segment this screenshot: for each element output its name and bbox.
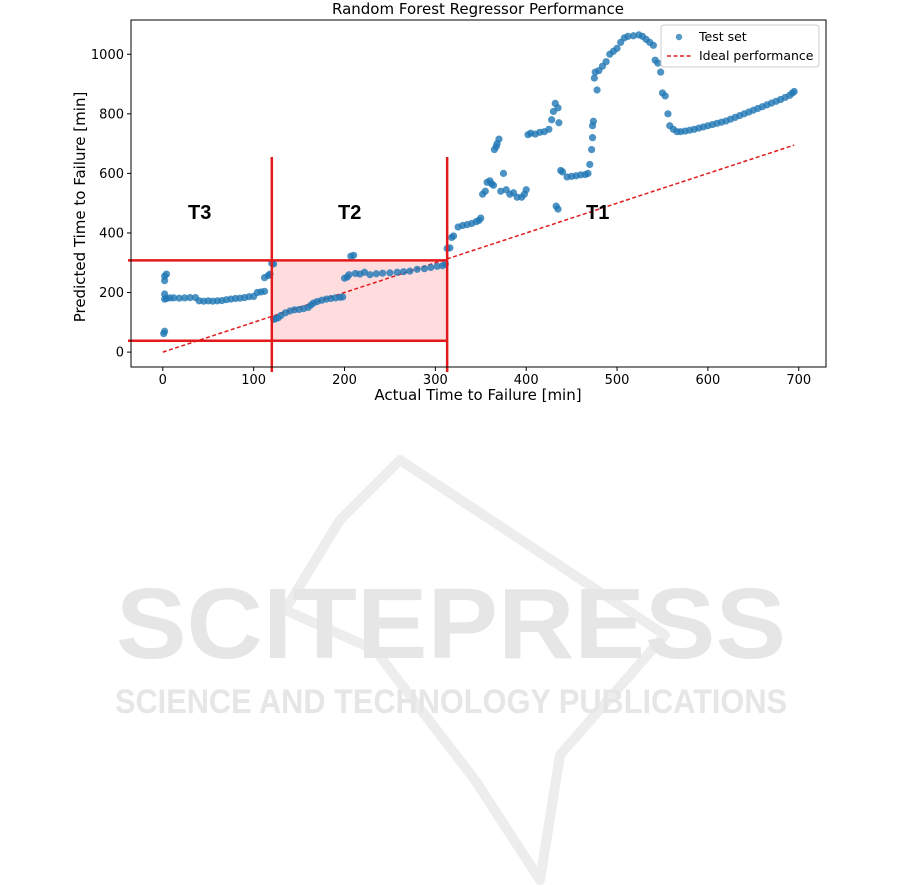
test-set-point bbox=[406, 267, 414, 275]
y-tick-label: 600 bbox=[99, 167, 124, 182]
test-set-point bbox=[449, 232, 458, 240]
test-set-point bbox=[339, 293, 347, 301]
test-set-point bbox=[554, 205, 562, 213]
y-tick-label: 800 bbox=[99, 107, 124, 122]
test-set-point bbox=[477, 214, 485, 222]
test-set-point bbox=[522, 186, 530, 194]
test-set-point bbox=[613, 44, 621, 52]
x-axis-label: Actual Time to Failure [min] bbox=[374, 386, 581, 404]
legend-ideal-label: Ideal performance bbox=[699, 48, 814, 63]
test-set-point bbox=[584, 169, 592, 177]
test-set-point bbox=[399, 268, 408, 276]
y-axis: 0 200 400 600 800 1000 bbox=[91, 48, 131, 361]
test-set-point bbox=[495, 135, 503, 143]
x-tick-label: 500 bbox=[605, 373, 630, 388]
legend: Test set Ideal performance bbox=[660, 24, 820, 68]
test-set-point bbox=[499, 169, 508, 177]
test-set-point bbox=[555, 119, 563, 127]
watermark: SCITEPRESS SCIENCE AND TECHNOLOGY PUBLIC… bbox=[115, 455, 787, 885]
test-set-point bbox=[413, 265, 421, 273]
test-set-point bbox=[386, 269, 394, 277]
test-set-point bbox=[260, 287, 269, 295]
region-label-t3: T3 bbox=[188, 202, 211, 224]
test-set-point bbox=[589, 117, 598, 125]
test-set-point bbox=[489, 181, 498, 189]
legend-test-set-label: Test set bbox=[698, 29, 747, 44]
test-set-point bbox=[175, 294, 183, 302]
test-set-point bbox=[545, 125, 553, 133]
legend-test-set-marker bbox=[675, 33, 683, 41]
test-set-point bbox=[558, 168, 567, 176]
test-set-point bbox=[420, 265, 429, 273]
test-set-point bbox=[161, 327, 169, 335]
x-tick-label: 200 bbox=[332, 373, 357, 388]
test-set-point bbox=[649, 41, 657, 49]
test-set-point bbox=[162, 270, 171, 278]
test-set-point bbox=[427, 263, 435, 272]
test-set-point bbox=[588, 145, 596, 154]
test-set-point bbox=[590, 74, 598, 82]
test-set-point bbox=[379, 269, 387, 277]
test-set-point bbox=[593, 86, 601, 94]
region-label-t1: T1 bbox=[586, 202, 609, 224]
region-label-t2: T2 bbox=[338, 202, 361, 224]
test-set-point bbox=[629, 32, 637, 40]
watermark-book-icon bbox=[280, 455, 670, 885]
test-set-point bbox=[170, 294, 178, 302]
test-set-point bbox=[161, 277, 169, 285]
y-tick-label: 400 bbox=[99, 226, 124, 241]
test-set-point bbox=[481, 187, 489, 195]
test-set-point bbox=[360, 268, 369, 276]
test-set-point bbox=[366, 271, 374, 279]
test-set-point bbox=[186, 294, 194, 302]
test-set-point bbox=[664, 110, 672, 118]
test-set-point bbox=[654, 59, 662, 67]
y-axis-label: Predicted Time to Failure [min] bbox=[71, 92, 89, 323]
x-tick-label: 0 bbox=[159, 373, 167, 388]
x-axis: 0 100 200 300 400 500 600 700 bbox=[159, 367, 811, 388]
test-set-point bbox=[393, 268, 401, 276]
test-set-point bbox=[349, 251, 358, 259]
x-tick-label: 400 bbox=[514, 373, 539, 388]
test-set-point bbox=[588, 134, 597, 142]
x-tick-label: 700 bbox=[786, 373, 811, 388]
test-set-point bbox=[624, 32, 632, 40]
x-tick-label: 300 bbox=[423, 373, 448, 388]
watermark-main-text: SCITEPRESS bbox=[116, 568, 786, 680]
axes-frame bbox=[130, 19, 827, 368]
test-set-point bbox=[181, 294, 189, 302]
watermark-sub-text: SCIENCE AND TECHNOLOGY PUBLICATIONS bbox=[115, 683, 787, 721]
test-set-point bbox=[661, 92, 669, 100]
y-tick-label: 1000 bbox=[91, 48, 124, 63]
test-set-point bbox=[433, 262, 441, 270]
legend-box bbox=[660, 24, 820, 68]
x-tick-label: 100 bbox=[241, 373, 266, 388]
test-set-point bbox=[345, 271, 353, 279]
test-set-point bbox=[372, 270, 380, 278]
test-set-point bbox=[548, 116, 556, 124]
test-set-point bbox=[586, 160, 594, 169]
y-tick-label: 0 bbox=[116, 346, 124, 361]
test-set-point bbox=[790, 87, 798, 96]
test-set-point bbox=[602, 58, 610, 66]
chart-title: Random Forest Regressor Performance bbox=[332, 0, 624, 18]
test-set-point bbox=[657, 68, 665, 76]
test-set-point bbox=[497, 187, 505, 195]
x-tick-label: 600 bbox=[695, 373, 720, 388]
test-set-point bbox=[554, 104, 562, 112]
ideal-performance-line bbox=[162, 144, 795, 353]
y-tick-label: 200 bbox=[99, 286, 124, 301]
chart: Random Forest Regressor Performance 0 100… bbox=[71, 0, 827, 404]
plot-area bbox=[128, 31, 798, 372]
